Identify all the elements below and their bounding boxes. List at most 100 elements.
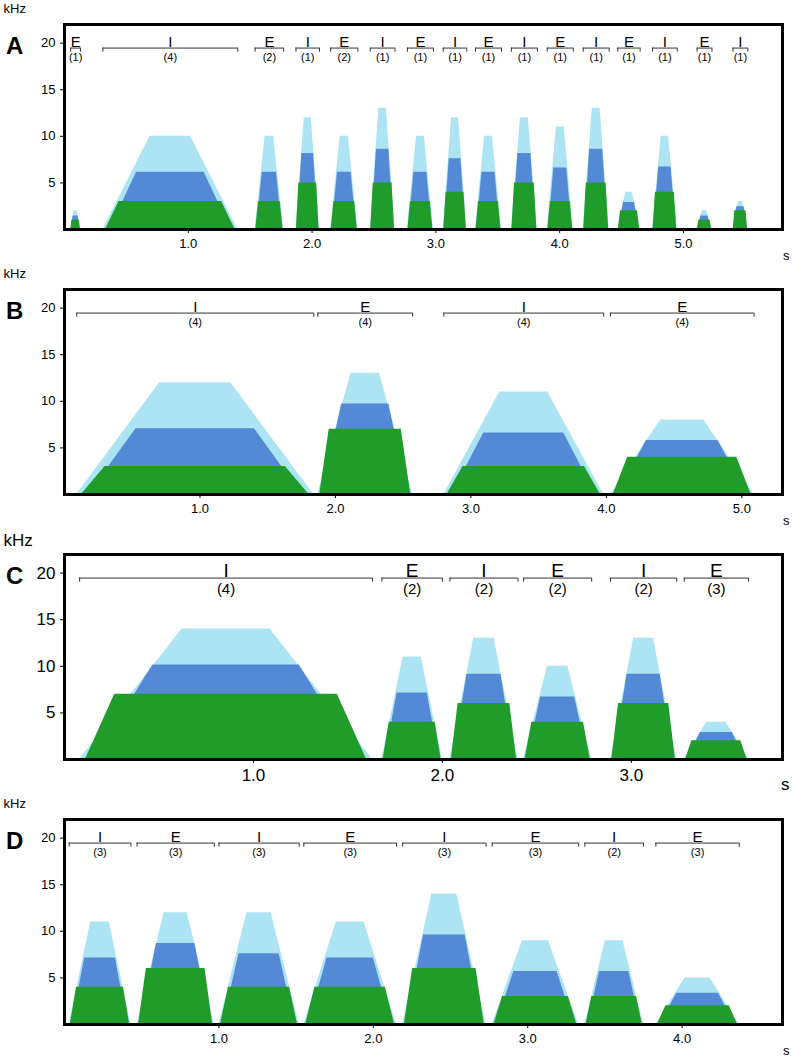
svg-text:kHz: kHz <box>4 1 26 16</box>
svg-text:E: E <box>264 33 274 50</box>
svg-text:2.0: 2.0 <box>431 766 455 785</box>
svg-text:I: I <box>381 33 385 50</box>
svg-text:(3): (3) <box>169 846 182 858</box>
svg-text:10: 10 <box>37 657 56 676</box>
svg-text:E: E <box>339 33 349 50</box>
svg-text:(4): (4) <box>189 316 202 328</box>
svg-text:I: I <box>522 33 526 50</box>
svg-text:E: E <box>406 560 419 581</box>
svg-text:E: E <box>555 33 565 50</box>
svg-text:I: I <box>168 33 172 50</box>
svg-text:5: 5 <box>48 970 55 985</box>
svg-text:I: I <box>453 33 457 50</box>
svg-text:4.0: 4.0 <box>673 1031 691 1046</box>
svg-text:kHz: kHz <box>4 796 26 811</box>
svg-text:(3): (3) <box>93 846 106 858</box>
svg-text:s: s <box>783 1043 790 1058</box>
svg-text:(2): (2) <box>338 51 351 63</box>
svg-text:20: 20 <box>41 35 55 50</box>
svg-text:4.0: 4.0 <box>597 501 615 516</box>
svg-text:(2): (2) <box>403 580 421 597</box>
svg-text:E: E <box>677 298 687 315</box>
svg-text:(3): (3) <box>438 846 451 858</box>
svg-text:10: 10 <box>41 393 55 408</box>
svg-text:15: 15 <box>41 82 55 97</box>
svg-text:2.0: 2.0 <box>326 501 344 516</box>
svg-text:(1): (1) <box>734 51 747 63</box>
svg-text:(4): (4) <box>217 580 235 597</box>
svg-text:15: 15 <box>41 347 55 362</box>
svg-text:1.0: 1.0 <box>242 766 266 785</box>
svg-text:E: E <box>624 33 634 50</box>
svg-text:(4): (4) <box>676 316 689 328</box>
svg-text:kHz: kHz <box>4 266 26 281</box>
svg-text:I: I <box>306 33 310 50</box>
svg-text:(4): (4) <box>164 51 177 63</box>
svg-text:E: E <box>171 828 181 845</box>
svg-text:3.0: 3.0 <box>462 501 480 516</box>
svg-text:(1): (1) <box>589 51 602 63</box>
svg-text:5: 5 <box>48 175 55 190</box>
svg-text:(1): (1) <box>482 51 495 63</box>
svg-text:E: E <box>551 560 564 581</box>
svg-text:(3): (3) <box>707 580 725 597</box>
svg-text:E: E <box>345 828 355 845</box>
svg-text:20: 20 <box>37 564 56 583</box>
svg-text:(3): (3) <box>529 846 542 858</box>
svg-text:2.0: 2.0 <box>303 236 321 251</box>
svg-text:(2): (2) <box>607 846 620 858</box>
svg-text:I: I <box>594 33 598 50</box>
svg-text:5.0: 5.0 <box>674 236 692 251</box>
svg-text:3.0: 3.0 <box>519 1031 537 1046</box>
svg-text:E: E <box>710 560 723 581</box>
svg-text:(1): (1) <box>554 51 567 63</box>
svg-text:(2): (2) <box>634 580 652 597</box>
svg-text:5: 5 <box>46 703 55 722</box>
svg-text:20: 20 <box>41 830 55 845</box>
svg-text:E: E <box>71 33 81 50</box>
svg-text:s: s <box>781 775 790 794</box>
svg-text:15: 15 <box>41 877 55 892</box>
svg-text:I: I <box>98 828 102 845</box>
svg-text:E: E <box>693 828 703 845</box>
svg-text:E: E <box>483 33 493 50</box>
svg-text:10: 10 <box>41 128 55 143</box>
svg-text:E: E <box>530 828 540 845</box>
svg-text:(3): (3) <box>343 846 356 858</box>
svg-text:I: I <box>257 828 261 845</box>
svg-text:s: s <box>783 513 790 528</box>
svg-text:1.0: 1.0 <box>191 501 209 516</box>
svg-text:I: I <box>522 298 526 315</box>
svg-text:4.0: 4.0 <box>551 236 569 251</box>
svg-text:(3): (3) <box>691 846 704 858</box>
svg-text:I: I <box>442 828 446 845</box>
svg-text:E: E <box>415 33 425 50</box>
svg-text:kHz: kHz <box>4 531 33 550</box>
svg-text:I: I <box>641 560 646 581</box>
svg-text:(2): (2) <box>548 580 566 597</box>
svg-text:(1): (1) <box>376 51 389 63</box>
svg-text:I: I <box>612 828 616 845</box>
svg-text:E: E <box>360 298 370 315</box>
svg-text:(1): (1) <box>301 51 314 63</box>
svg-text:(1): (1) <box>448 51 461 63</box>
svg-text:I: I <box>193 298 197 315</box>
svg-text:(3): (3) <box>252 846 265 858</box>
svg-text:I: I <box>738 33 742 50</box>
svg-text:(1): (1) <box>414 51 427 63</box>
svg-text:I: I <box>223 560 228 581</box>
svg-text:(1): (1) <box>658 51 671 63</box>
svg-text:5.0: 5.0 <box>733 501 751 516</box>
svg-text:10: 10 <box>41 923 55 938</box>
svg-text:20: 20 <box>41 300 55 315</box>
svg-text:2.0: 2.0 <box>364 1031 382 1046</box>
svg-text:I: I <box>481 560 486 581</box>
svg-text:(1): (1) <box>698 51 711 63</box>
svg-text:(4): (4) <box>517 316 530 328</box>
svg-text:(4): (4) <box>359 316 372 328</box>
svg-text:E: E <box>700 33 710 50</box>
svg-text:s: s <box>783 248 790 263</box>
svg-text:I: I <box>663 33 667 50</box>
svg-text:(2): (2) <box>475 580 493 597</box>
svg-text:(2): (2) <box>263 51 276 63</box>
